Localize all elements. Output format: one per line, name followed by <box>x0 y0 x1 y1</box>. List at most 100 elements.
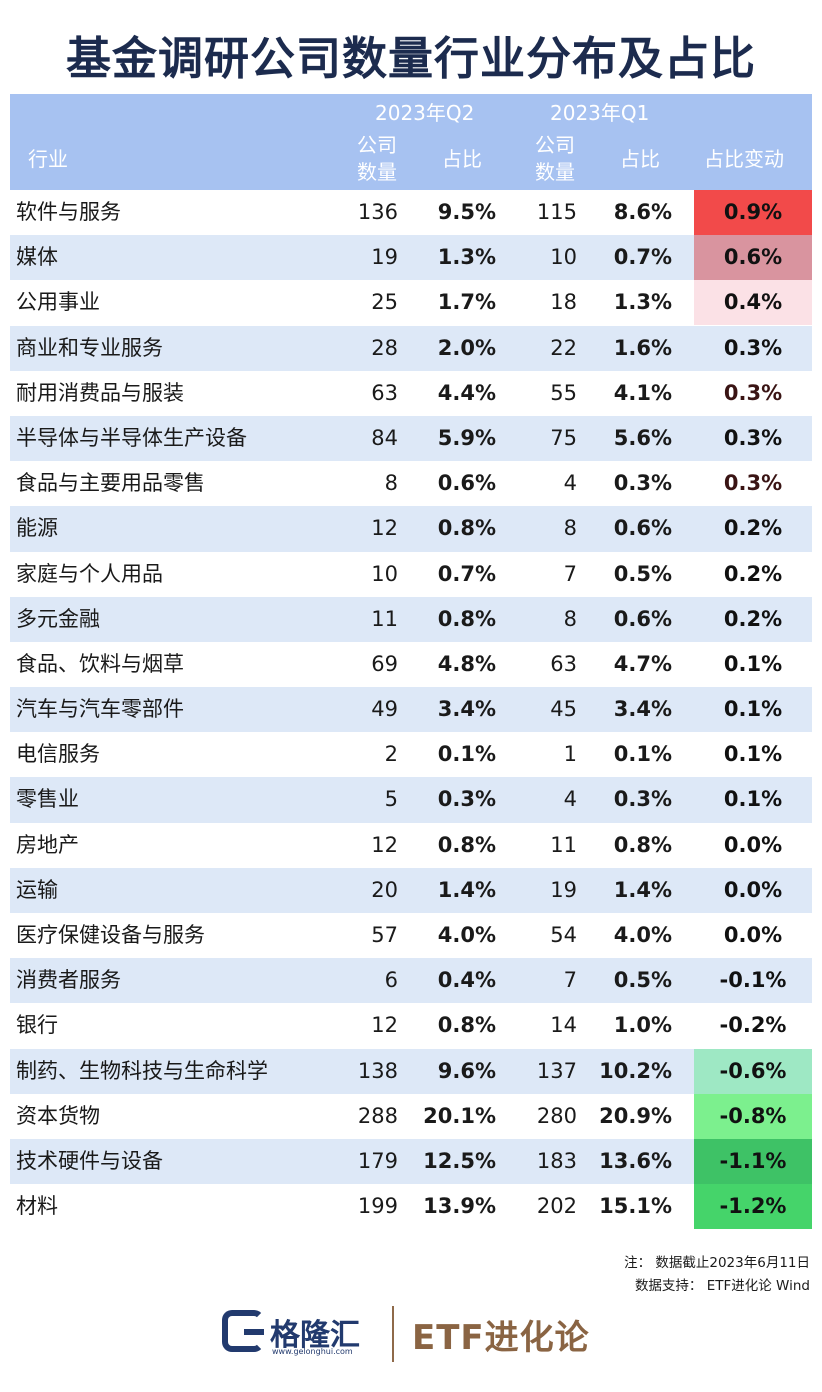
col-change-header: 占比变动 <box>704 147 784 171</box>
q2-count-cell: 12 <box>371 516 398 541</box>
industry-cell: 家庭与个人用品 <box>16 561 163 586</box>
q2-share-cell: 0.8% <box>437 832 496 857</box>
q2-count-cell: 57 <box>371 923 398 947</box>
q1-share-cell: 0.5% <box>613 968 672 993</box>
q2-count-cell: 19 <box>371 245 398 270</box>
q2-count-cell: 10 <box>371 561 398 586</box>
industry-cell: 多元金融 <box>16 606 100 631</box>
q2-share-cell: 5.9% <box>437 425 496 450</box>
change-cell: 0.2% <box>723 606 783 631</box>
q2-share-cell: 1.7% <box>437 290 496 315</box>
table-row: 制药、生物科技与生命科学 138 9.6% 137 10.2% -0.6% <box>10 1048 812 1094</box>
industry-cell: 能源 <box>16 516 58 541</box>
q1-share-cell: 4.0% <box>613 923 672 947</box>
change-cell: 0.2% <box>723 561 783 586</box>
table-body: 软件与服务 136 9.5% 115 8.6% 0.9% 媒体 19 1.3% 10 0.7% 0.6… <box>10 190 812 1230</box>
etf-brand: ETF进化论 <box>412 1318 590 1358</box>
table-row: 能源 12 0.8% 8 0.6% 0.2% <box>10 506 812 552</box>
q2-share-cell: 0.3% <box>437 787 496 812</box>
q2-share-cell: 4.4% <box>437 380 496 405</box>
q2-count-cell: 20 <box>371 877 398 902</box>
industry-cell: 运输 <box>16 877 58 902</box>
q2-count-cell: 69 <box>371 651 398 676</box>
q2-count-cell: 49 <box>371 697 398 722</box>
industry-cell: 技术硬件与设备 <box>16 1148 163 1173</box>
q2-share-cell: 0.1% <box>437 742 496 767</box>
col-q2-count-line1: 公司 <box>357 133 397 157</box>
change-cell: 0.3% <box>723 425 783 450</box>
gelonghui-logo-icon <box>222 1310 264 1352</box>
q1-share-cell: 0.1% <box>613 742 672 767</box>
table-row: 银行 12 0.8% 14 1.0% -0.2% <box>10 1003 812 1048</box>
q1-count-cell: 63 <box>550 651 577 676</box>
change-cell: 0.3% <box>723 335 783 360</box>
q2-share-cell: 4.0% <box>437 923 496 947</box>
q1-count-cell: 55 <box>550 380 577 405</box>
q1-count-cell: 7 <box>563 561 577 586</box>
q2-share-cell: 4.8% <box>437 651 496 676</box>
table-row: 技术硬件与设备 179 12.5% 183 13.6% -1.1% <box>10 1138 812 1185</box>
change-cell: 0.3% <box>723 471 783 496</box>
q1-share-cell: 0.8% <box>613 832 672 857</box>
industry-cell: 媒体 <box>16 245 58 270</box>
q1-share-cell: 1.4% <box>613 877 672 902</box>
industry-cell: 电信服务 <box>16 742 100 767</box>
change-cell: -0.2% <box>719 1013 787 1038</box>
table-row: 公用事业 25 1.7% 18 1.3% 0.4% <box>10 280 812 326</box>
page-title: 基金调研公司数量行业分布及占比 <box>65 32 756 85</box>
q1-count-cell: 183 <box>536 1148 577 1173</box>
q1-share-cell: 15.1% <box>599 1194 672 1219</box>
table-row: 媒体 19 1.3% 10 0.7% 0.6% <box>10 235 812 281</box>
change-cell: -0.8% <box>694 1093 812 1139</box>
brand-url: www.gelonghui.com <box>272 1347 353 1356</box>
industry-cell: 耐用消费品与服装 <box>16 380 184 405</box>
table-row: 食品与主要用品零售 8 0.6% 4 0.3% 0.3% <box>10 461 812 506</box>
table-row: 零售业 5 0.3% 4 0.3% 0.1% <box>10 777 812 823</box>
period-q2-label: 2023年Q2 <box>375 101 475 125</box>
q2-count-cell: 5 <box>384 787 398 812</box>
industry-cell: 零售业 <box>16 787 79 812</box>
date-note: 注： 数据截止2023年6月11日 <box>624 1255 810 1271</box>
q1-share-cell: 4.1% <box>613 380 672 405</box>
col-q2-count-line2: 数量 <box>357 160 397 184</box>
col-q1-count-line1: 公司 <box>535 133 575 157</box>
change-cell: -1.1% <box>694 1138 812 1184</box>
period-q1-label: 2023年Q1 <box>550 101 650 125</box>
q1-share-cell: 1.0% <box>613 1013 672 1038</box>
q2-count-cell: 12 <box>371 1013 398 1038</box>
q1-share-cell: 0.6% <box>613 516 672 541</box>
q1-share-cell: 5.6% <box>613 425 672 450</box>
q1-share-cell: 10.2% <box>599 1058 672 1083</box>
q1-share-cell: 8.6% <box>613 200 672 224</box>
q2-count-cell: 8 <box>384 471 398 496</box>
q1-count-cell: 10 <box>550 245 577 270</box>
q1-share-cell: 13.6% <box>599 1148 672 1173</box>
q2-share-cell: 12.5% <box>423 1148 496 1173</box>
q1-share-cell: 0.6% <box>613 606 672 631</box>
q1-count-cell: 202 <box>536 1194 577 1219</box>
change-cell: 0.3% <box>723 380 783 405</box>
change-cell: 0.1% <box>723 742 783 767</box>
q2-count-cell: 136 <box>357 200 398 224</box>
industry-cell: 食品、饮料与烟草 <box>16 651 184 676</box>
q2-share-cell: 9.6% <box>437 1058 496 1083</box>
industry-cell: 商业和专业服务 <box>16 335 163 360</box>
change-cell: 0.1% <box>723 651 783 676</box>
q1-share-cell: 0.3% <box>613 787 672 812</box>
q1-share-cell: 4.7% <box>613 651 672 676</box>
table-row: 汽车与汽车零部件 49 3.4% 45 3.4% 0.1% <box>10 687 812 733</box>
q2-count-cell: 288 <box>357 1103 398 1128</box>
q1-share-cell: 3.4% <box>613 697 672 722</box>
industry-cell: 消费者服务 <box>16 968 121 993</box>
q1-count-cell: 19 <box>550 877 577 902</box>
q2-count-cell: 84 <box>371 425 398 450</box>
q2-count-cell: 138 <box>357 1058 398 1083</box>
q1-count-cell: 22 <box>550 335 577 360</box>
industry-cell: 制药、生物科技与生命科学 <box>16 1058 268 1083</box>
col-q2-count-header: 公司 数量 <box>350 132 404 186</box>
table-row: 半导体与半导体生产设备 84 5.9% 75 5.6% 0.3% <box>10 415 812 462</box>
industry-cell: 材料 <box>16 1194 58 1219</box>
q2-share-cell: 0.8% <box>437 516 496 541</box>
q1-count-cell: 4 <box>563 471 577 496</box>
q1-count-cell: 45 <box>550 697 577 722</box>
